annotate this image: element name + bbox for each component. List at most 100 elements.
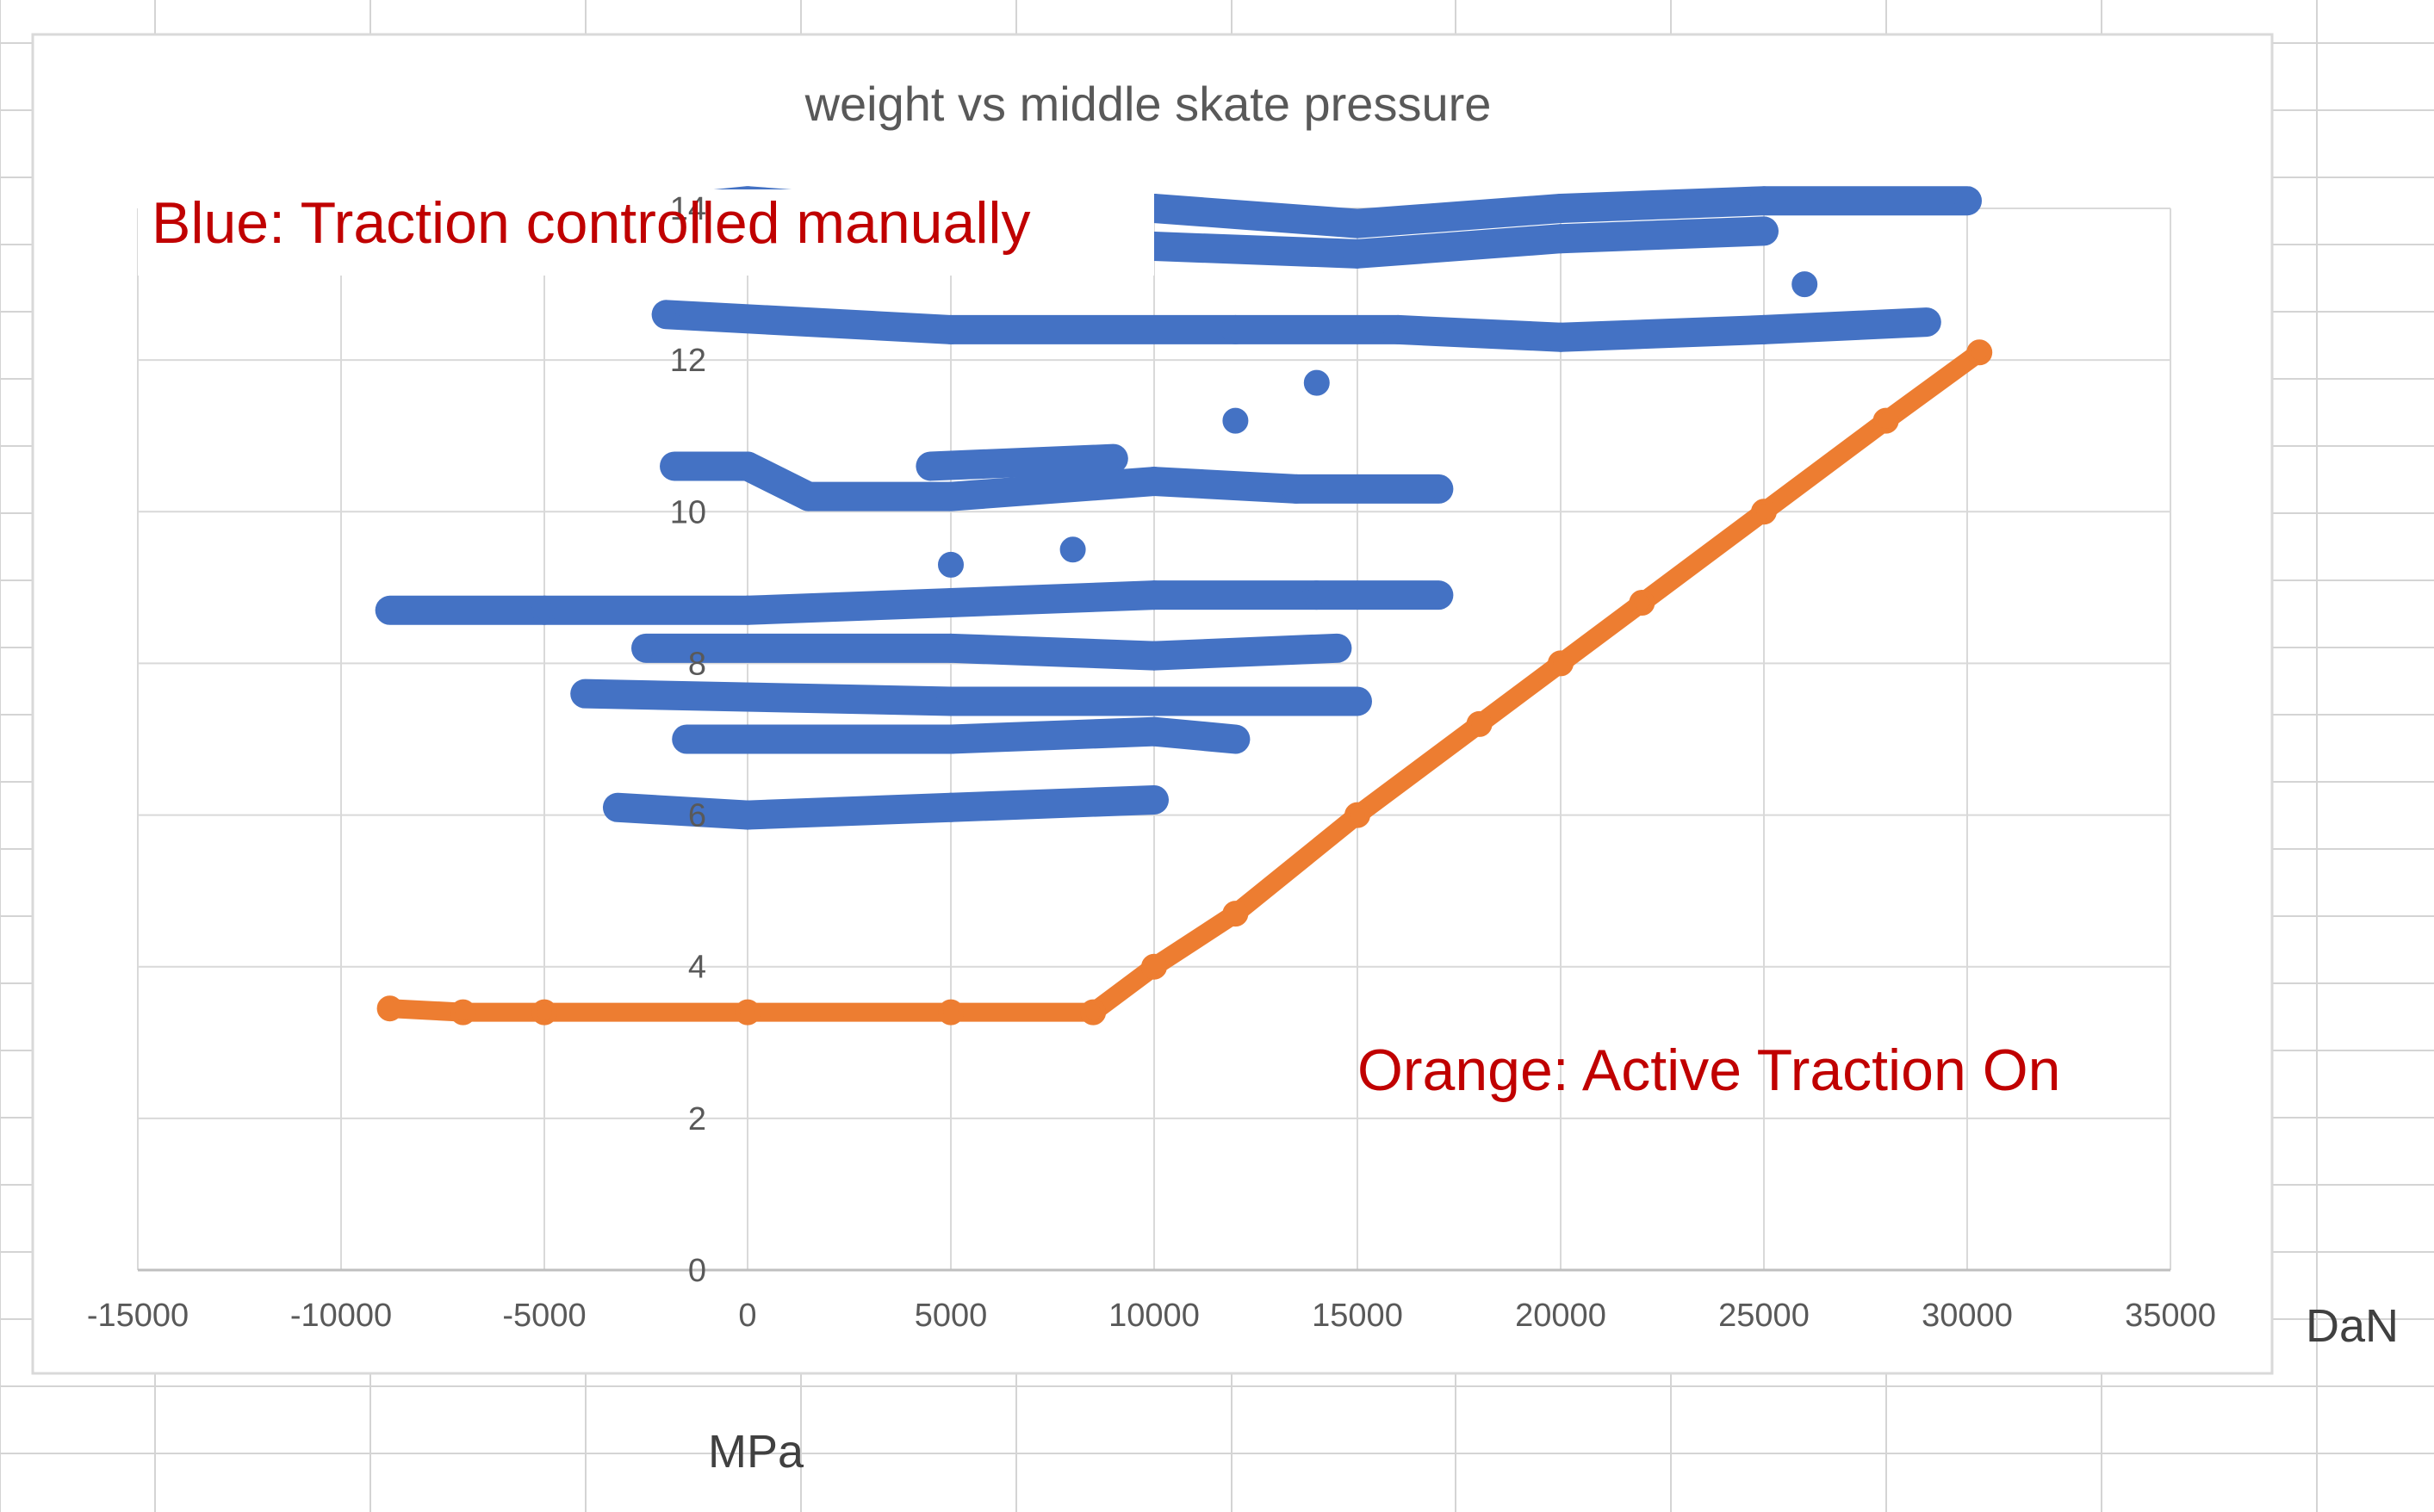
series-orange	[376, 339, 1993, 1026]
data-point	[1344, 210, 1370, 237]
data-point	[938, 635, 964, 661]
data-point	[1751, 218, 1777, 245]
y-tick-labels: 0 2 4 6 8 10 12 14	[670, 191, 706, 1289]
data-point	[1303, 582, 1330, 609]
series-band	[1383, 314, 1575, 352]
data-point	[1548, 226, 1574, 252]
data-point	[1466, 710, 1493, 737]
data-point	[1425, 475, 1452, 502]
x-tick-label: 35000	[2125, 1298, 2216, 1334]
y-tick-label: 12	[670, 343, 706, 379]
data-point	[1303, 369, 1330, 396]
data-point	[1913, 309, 1940, 336]
y-tick-label: 2	[688, 1101, 706, 1137]
y-tick-label: 0	[688, 1253, 706, 1289]
data-point	[1751, 499, 1777, 525]
data-point	[1059, 536, 1086, 563]
data-point	[531, 999, 557, 1026]
data-point	[1425, 582, 1452, 609]
data-point	[1751, 316, 1777, 343]
series-band	[1139, 194, 1372, 239]
y-tick-label: 10	[670, 494, 706, 530]
data-point	[605, 794, 630, 821]
data-point	[1283, 475, 1310, 502]
data-point	[735, 802, 761, 828]
data-point	[735, 597, 761, 623]
data-point	[1100, 445, 1127, 472]
annotation-blue: Blue: Traction controlled manually	[152, 190, 1031, 256]
data-point	[1141, 642, 1167, 669]
data-point	[1222, 316, 1249, 343]
data-point	[1344, 240, 1370, 267]
x-tick-label: 30000	[1922, 1298, 2013, 1334]
data-point	[376, 597, 403, 623]
data-point	[1385, 316, 1412, 343]
series-band	[936, 784, 1169, 822]
y-tick-label: 14	[670, 191, 706, 227]
data-point	[1141, 953, 1167, 980]
series-band	[1343, 224, 1575, 269]
data-point	[1141, 688, 1167, 715]
series-band	[1343, 194, 1575, 239]
data-point	[376, 995, 403, 1022]
y-tick-label: 6	[688, 798, 706, 834]
series-band	[733, 792, 966, 830]
series-band	[1749, 307, 1941, 344]
data-point	[735, 453, 761, 480]
data-point	[1222, 407, 1249, 434]
x-tick-label: 15000	[1312, 1298, 1403, 1334]
data-point	[1791, 271, 1818, 298]
series-band	[916, 443, 1128, 481]
series-band	[1139, 633, 1352, 671]
data-point	[572, 680, 599, 707]
series-band	[1546, 186, 1779, 223]
annotation-background	[138, 189, 1154, 276]
x-tick-label: 0	[738, 1298, 756, 1334]
x-tick-label: -5000	[502, 1298, 586, 1334]
data-point	[917, 453, 944, 480]
series-band	[936, 580, 1169, 617]
chart-title: weight vs middle skate pressure	[804, 77, 1492, 131]
data-point	[1141, 468, 1167, 495]
data-point	[1344, 688, 1370, 715]
data-point	[1966, 339, 1993, 366]
data-point	[1141, 582, 1167, 609]
data-point	[1344, 802, 1370, 828]
data-point	[531, 597, 557, 623]
data-point	[450, 999, 476, 1026]
data-point	[1080, 999, 1107, 1026]
x-tick-label: 25000	[1718, 1298, 1810, 1334]
x-tick-label: -10000	[290, 1298, 392, 1334]
data-point	[1548, 195, 1574, 221]
data-point	[653, 301, 680, 328]
data-point	[938, 726, 964, 753]
series-band	[1139, 467, 1312, 504]
data-point	[633, 635, 659, 661]
data-point	[1222, 726, 1249, 753]
x-tick-label: 5000	[915, 1298, 988, 1334]
x-tick-label: -15000	[87, 1298, 189, 1334]
y-tick-label: 4	[688, 950, 706, 986]
data-point	[938, 590, 964, 616]
data-point	[1872, 407, 1899, 434]
series-band	[1139, 232, 1372, 269]
series-band	[570, 679, 966, 716]
unit-label-bottom: MPa	[708, 1426, 804, 1478]
data-point	[674, 726, 700, 753]
series-band	[936, 633, 1169, 671]
series-band	[733, 587, 966, 625]
data-point	[1629, 590, 1655, 616]
data-point	[1141, 718, 1167, 745]
series-band	[1546, 216, 1779, 254]
data-point	[1324, 635, 1350, 661]
data-point	[938, 316, 964, 343]
data-point	[938, 483, 964, 510]
x-tick-label: 10000	[1108, 1298, 1200, 1334]
data-point	[1548, 324, 1574, 350]
data-point	[735, 999, 761, 1026]
y-tick-label: 8	[688, 646, 706, 682]
data-point	[795, 483, 822, 510]
data-point	[938, 794, 964, 821]
data-point	[1222, 901, 1249, 927]
x-tick-labels: -15000 -10000 -5000 0 5000 10000 15000 20000 250…	[87, 1298, 2216, 1334]
